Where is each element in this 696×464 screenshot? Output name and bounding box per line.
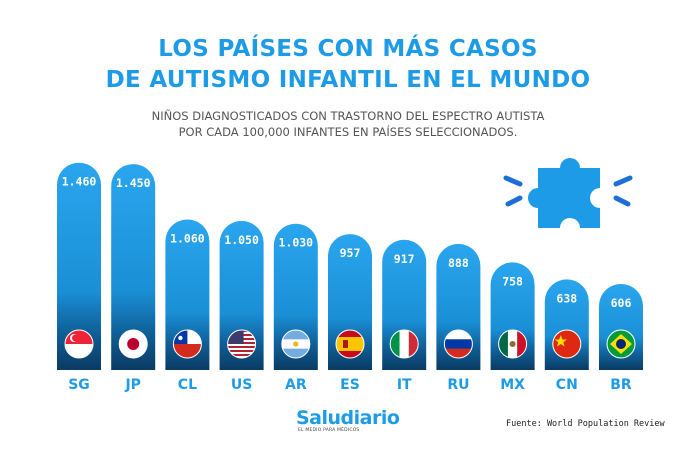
value-label-br: 606 [611, 296, 632, 310]
category-label-us: US [231, 377, 252, 393]
category-label-br: BR [610, 377, 632, 393]
value-label-ar: 1.030 [278, 236, 313, 250]
source-note: Fuente: World Population Review [506, 419, 665, 429]
bar-jp [111, 164, 156, 370]
bar-ar [273, 223, 318, 370]
value-label-cn: 638 [556, 291, 577, 305]
bar-us [219, 220, 264, 370]
title-line-2: DE AUTISMO INFANTIL EN EL MUNDO [105, 67, 591, 93]
category-label-jp: JP [124, 377, 140, 393]
logo-name: Saludiario [296, 407, 400, 429]
value-label-cl: 1.060 [170, 231, 205, 245]
china-flag-icon [552, 329, 582, 359]
category-label-sg: SG [68, 377, 90, 393]
singapore-flag-icon [64, 329, 94, 359]
category-label-cl: CL [178, 377, 197, 393]
value-label-us: 1.050 [224, 233, 259, 247]
puzzle-piece-icon [503, 158, 633, 228]
usa-flag-icon [227, 329, 257, 359]
value-label-it: 917 [394, 252, 415, 266]
brazil-flag-icon [606, 329, 636, 359]
logo-tagline: EL MEDIO PARA MÉDICOS [298, 428, 360, 433]
value-label-sg: 1.460 [62, 175, 97, 189]
argentina-flag-icon [281, 329, 311, 359]
chile-flag-icon [172, 329, 202, 359]
value-label-es: 957 [340, 246, 361, 260]
category-label-es: ES [340, 377, 360, 393]
category-label-ar: AR [285, 377, 307, 393]
bar-sg [57, 162, 101, 370]
category-label-it: IT [397, 377, 412, 393]
subtitle: NIÑOS DIAGNOSTICADOS CON TRASTORNO DEL E… [0, 108, 696, 140]
value-label-mx: 758 [502, 274, 523, 288]
spain-flag-icon [335, 329, 365, 359]
category-label-cn: CN [556, 377, 578, 393]
japan-flag-icon [118, 329, 148, 359]
title-line-1: LOS PAÍSES CON MÁS CASOS [158, 36, 538, 62]
category-label-ru: RU [447, 377, 469, 393]
category-label-mx: MX [500, 377, 525, 393]
subtitle-line-2: POR CADA 100,000 INFANTES EN PAÍSES SELE… [178, 125, 518, 139]
bar-cl [165, 219, 210, 370]
page-title: LOS PAÍSES CON MÁS CASOS DE AUTISMO INFA… [0, 34, 696, 96]
russia-flag-icon [443, 329, 473, 359]
subtitle-line-1: NIÑOS DIAGNOSTICADOS CON TRASTORNO DEL E… [151, 109, 545, 123]
mexico-flag-icon [498, 329, 528, 359]
value-label-jp: 1.450 [116, 176, 151, 190]
italy-flag-icon [389, 329, 419, 359]
value-label-ru: 888 [448, 256, 469, 270]
saludiario-logo: Saludiario EL MEDIO PARA MÉDICOS [296, 408, 406, 433]
